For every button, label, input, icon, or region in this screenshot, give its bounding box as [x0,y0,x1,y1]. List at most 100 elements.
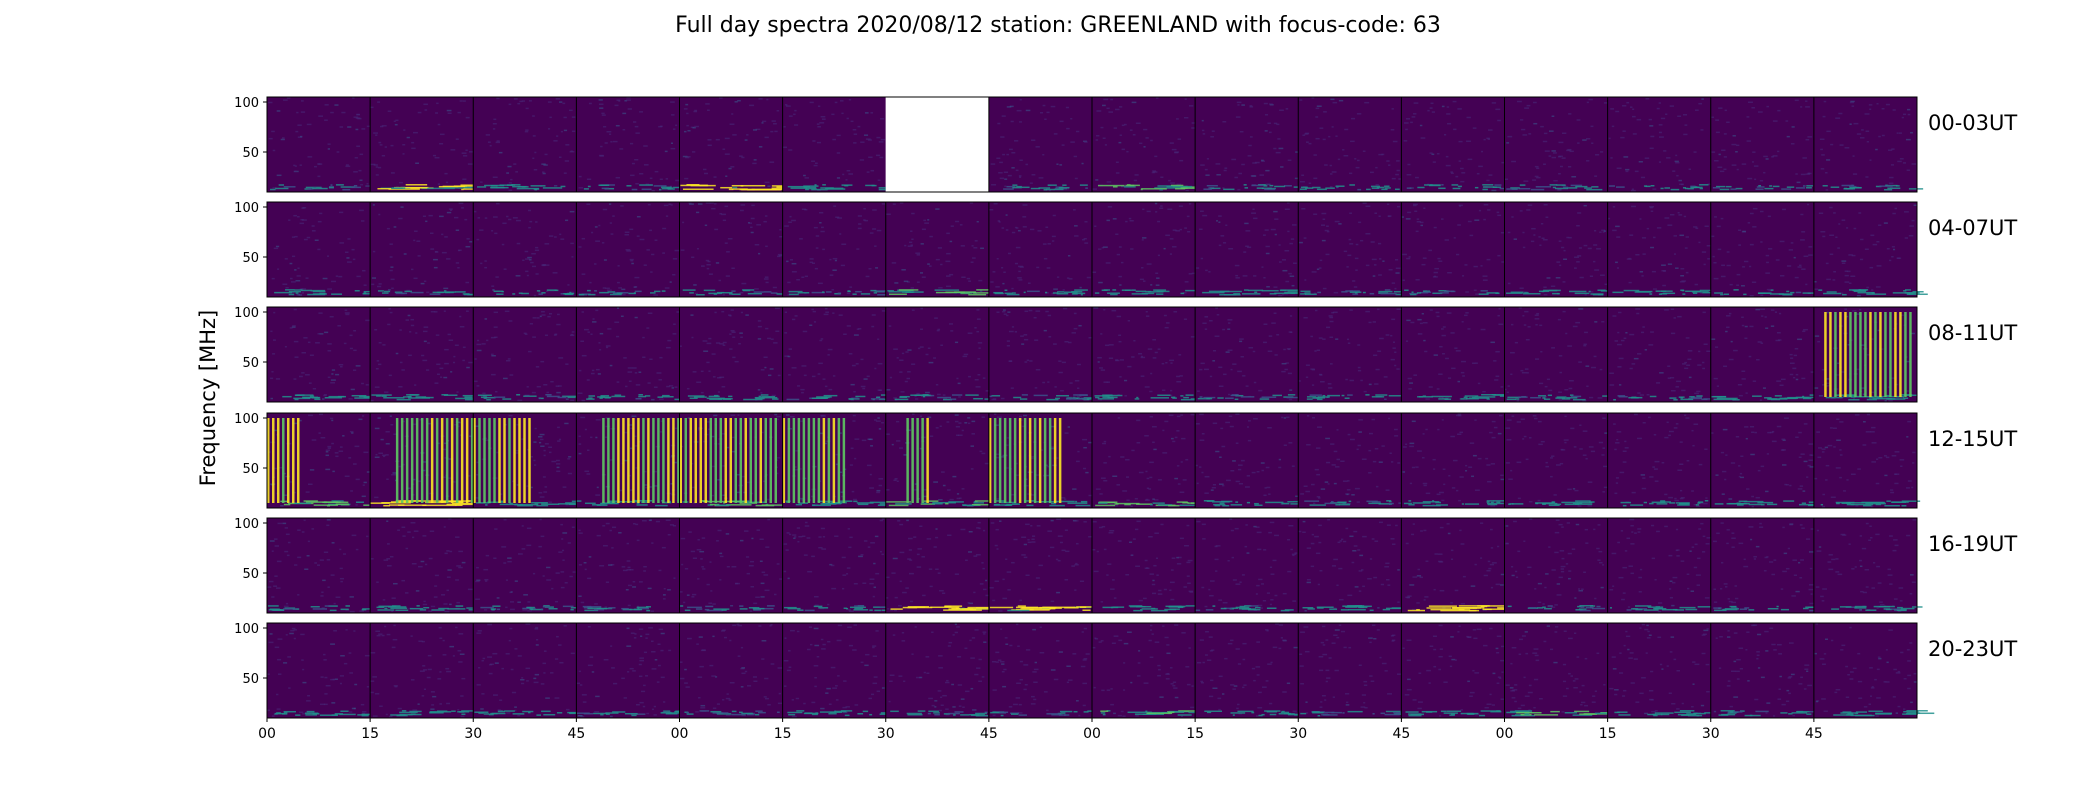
noise-cell [840,491,845,493]
band-mark [786,398,800,401]
spectrum-panel [1297,202,1405,297]
noise-cell [1332,101,1338,104]
noise-cell [1713,277,1719,280]
noise-cell [327,447,332,449]
noise-cell [1062,307,1068,310]
noise-cell [1407,163,1411,166]
band-mark [1234,398,1239,401]
spectrum-panel [885,307,990,402]
noise-cell [320,437,326,439]
noise-cell [325,449,330,451]
noise-cell [539,496,545,498]
noise-cell [1222,328,1226,331]
noise-cell [1483,138,1486,141]
noise-cell [1501,161,1505,164]
noise-cell [1778,312,1782,315]
band-mark [439,500,461,503]
band-mark [1381,188,1388,191]
noise-cell [1056,276,1060,278]
noise-cell [829,258,832,261]
noise-cell [1390,461,1394,463]
burst-stripe [267,418,270,503]
noise-cell [1323,111,1327,113]
noise-cell [1642,253,1646,255]
band-mark [569,291,572,294]
noise-cell [461,152,467,154]
band-mark [1012,503,1020,505]
noise-cell [1111,309,1117,312]
noise-cell [1757,341,1762,343]
noise-cell [1253,381,1257,384]
band-mark [895,503,912,505]
noise-cell [1486,464,1491,466]
noise-cell [537,436,543,438]
noise-cell [857,215,863,217]
noise-cell [1154,499,1159,501]
noise-cell [1335,338,1339,340]
noise-cell [1284,249,1290,252]
noise-cell [338,364,344,366]
noise-cell [1142,280,1146,282]
noise-cell [1675,154,1678,157]
noise-cell [1184,281,1189,283]
noise-cell [1176,375,1180,378]
band-mark [546,289,557,291]
noise-cell [764,276,769,278]
noise-cell [1793,256,1796,259]
noise-cell [532,135,536,137]
noise-cell [1374,383,1379,385]
noise-cell [1406,257,1411,260]
noise-cell [417,255,421,257]
band-mark [841,184,853,186]
noise-cell [1858,212,1862,214]
noise-cell [327,148,330,150]
noise-cell [689,203,694,205]
noise-cell [1073,312,1077,315]
noise-cell [958,434,963,436]
noise-cell [1185,189,1189,192]
noise-cell [1347,433,1351,436]
noise-cell [764,215,768,217]
noise-cell [293,214,297,217]
noise-cell [839,471,843,474]
band-mark [1051,502,1057,505]
noise-cell [569,210,575,213]
band-mark [1623,289,1640,292]
noise-cell [586,178,592,181]
band-mark [1345,290,1360,292]
noise-cell [448,339,454,342]
noise-cell [348,457,352,459]
band-mark [545,394,552,396]
noise-cell [1911,219,1915,222]
noise-cell [1184,227,1187,229]
burst-stripe [1879,312,1882,397]
noise-cell [1429,309,1433,311]
noise-cell [787,281,791,284]
noise-cell [686,124,689,127]
noise-cell [599,349,602,351]
noise-cell [525,270,529,273]
noise-cell [819,211,824,214]
noise-cell [375,166,379,168]
noise-cell [700,265,705,267]
noise-cell [1013,140,1019,142]
band-mark [441,394,449,396]
noise-cell [1558,391,1562,393]
noise-cell [687,155,691,158]
noise-cell [684,177,689,180]
noise-cell [1533,122,1538,125]
band-mark [587,185,591,188]
noise-cell [1394,428,1398,431]
noise-cell [1714,216,1717,218]
noise-cell [1389,452,1392,455]
noise-cell [1723,156,1727,158]
band-mark [853,500,858,503]
band-mark [1243,184,1247,186]
noise-cell [1334,220,1340,223]
band-mark [1451,184,1459,186]
noise-cell [1413,113,1417,115]
noise-cell [1388,417,1391,420]
noise-cell [1289,242,1293,245]
noise-cell [1265,169,1270,172]
spectrum-panel [988,97,1092,192]
